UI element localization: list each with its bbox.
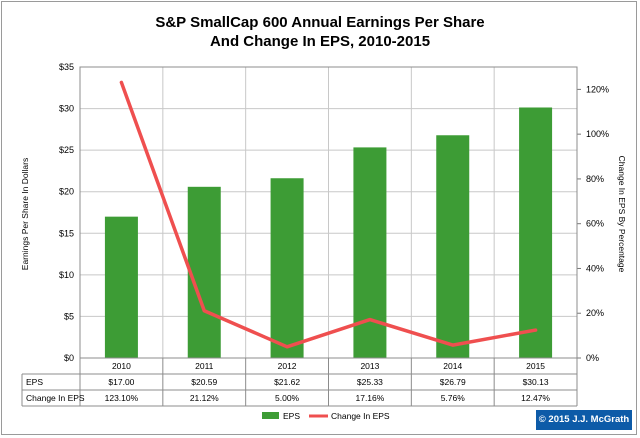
- eps-bar: [519, 107, 553, 358]
- legend-label-change: Change In EPS: [331, 411, 390, 421]
- table-cell: $26.79: [440, 377, 466, 387]
- change-in-eps-polyline: [119, 80, 538, 349]
- chart-title-line-1: S&P SmallCap 600 Annual Earnings Per Sha…: [155, 14, 484, 31]
- change-in-eps-point: [285, 345, 289, 349]
- eps-bar: [187, 186, 221, 358]
- category-label: 2011: [195, 361, 214, 371]
- gridlines: [79, 66, 578, 359]
- table-cell: 5.76%: [441, 393, 466, 403]
- y-tick-label: $30: [59, 104, 74, 114]
- legend-swatch-eps: [262, 412, 279, 419]
- table-row-label: Change In EPS: [26, 393, 85, 403]
- table-cell: $25.33: [357, 377, 383, 387]
- axes: $0 $5 $10 $15 $20 $25 $30 $35 0% 20% 40% 60% 80% 100%…: [59, 62, 609, 363]
- legend-label-eps: EPS: [283, 411, 300, 421]
- y-tick-label: $5: [64, 311, 74, 321]
- table-cell: 123.10%: [105, 393, 139, 403]
- y-tick-label: $25: [59, 145, 74, 155]
- change-in-eps-point: [534, 328, 538, 332]
- eps-bar: [104, 216, 138, 358]
- category-label: 2013: [360, 361, 379, 371]
- eps-bars: [104, 107, 553, 358]
- change-in-eps-line: [119, 80, 538, 349]
- chart-title-line-2: And Change In EPS, 2010-2015: [210, 33, 430, 50]
- table-cell: $20.59: [191, 377, 217, 387]
- change-in-eps-point: [368, 318, 372, 322]
- table-cell: 17.16%: [355, 393, 384, 403]
- y-tick-label: $20: [59, 187, 74, 197]
- category-label: 2015: [526, 361, 545, 371]
- change-in-eps-point: [451, 343, 455, 347]
- data-table: 2010 2011 2012 2013 2014 2015 EPS $17.00 $20.59 $…: [21, 357, 578, 407]
- y-tick-label: $10: [59, 270, 74, 280]
- y2-tick-label: 100%: [586, 129, 609, 139]
- y2-tick-label: 60%: [586, 219, 604, 229]
- eps-bar: [436, 135, 470, 358]
- eps-bar: [270, 178, 304, 358]
- y-axis-label: Earnings Per Share In Dollars: [20, 158, 30, 270]
- legend: EPS Change In EPS: [262, 411, 390, 421]
- y2-axis-label: Change In EPS By Percentage: [617, 156, 627, 273]
- y-tick-label: $0: [64, 353, 74, 363]
- chart-title: S&P SmallCap 600 Annual Earnings Per Sha…: [155, 14, 484, 50]
- table-cell: $17.00: [108, 377, 134, 387]
- y2-tick-label: 120%: [586, 84, 609, 94]
- y2-tick-label: 80%: [586, 174, 604, 184]
- category-label: 2012: [278, 361, 297, 371]
- y2-tick-label: 40%: [586, 263, 604, 273]
- table-cell: 21.12%: [190, 393, 219, 403]
- table-cell: $30.13: [523, 377, 549, 387]
- table-cell: $21.62: [274, 377, 300, 387]
- change-in-eps-point: [202, 309, 206, 313]
- category-label: 2014: [443, 361, 462, 371]
- y2-tick-label: 20%: [586, 308, 604, 318]
- category-label: 2010: [112, 361, 131, 371]
- y-tick-label: $35: [59, 62, 74, 72]
- eps-bar: [353, 147, 387, 358]
- y2-tick-label: 0%: [586, 353, 599, 363]
- table-cell: 5.00%: [275, 393, 300, 403]
- table-cell: 12.47%: [521, 393, 550, 403]
- y-tick-label: $15: [59, 228, 74, 238]
- change-in-eps-point: [119, 80, 123, 84]
- table-row-label: EPS: [26, 377, 43, 387]
- copyright-badge: © 2015 J.J. McGrath: [536, 410, 632, 430]
